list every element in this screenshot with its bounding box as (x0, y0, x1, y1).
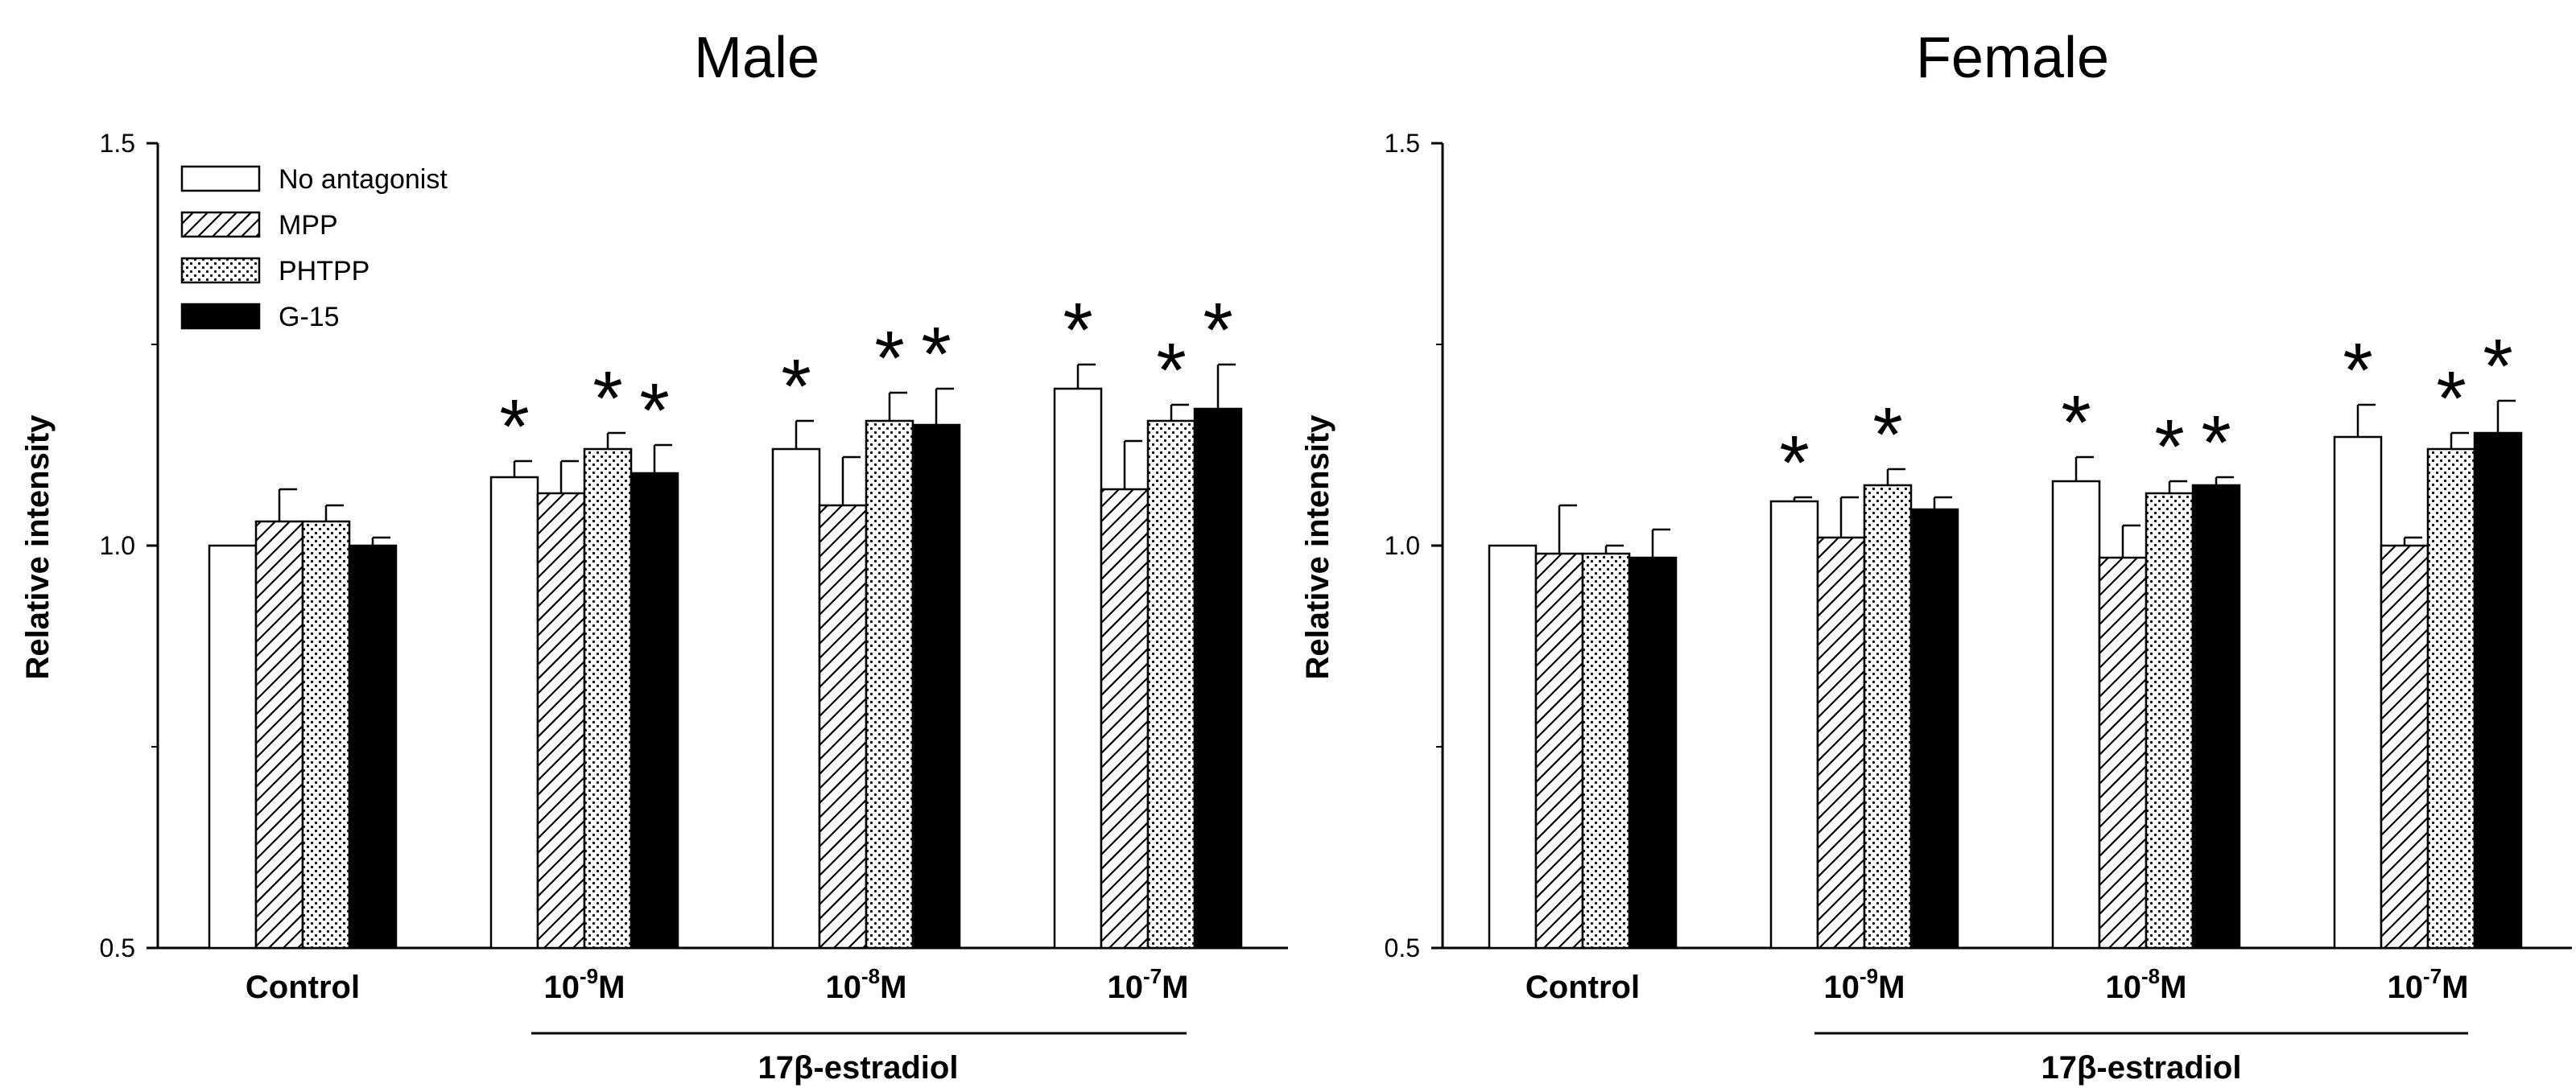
bar (536, 492, 586, 950)
x-category-label: Control (1525, 970, 1640, 1005)
bar (1100, 488, 1150, 950)
bar (301, 520, 351, 950)
significance-star: * (1779, 420, 1809, 506)
bar (2380, 544, 2429, 950)
x-category-label: 10-8M (826, 964, 907, 1005)
legend-label: MPP (279, 210, 338, 241)
female-treatment-label: 17β-estradiol (2041, 1050, 2242, 1086)
bar (818, 504, 868, 950)
bar (2098, 556, 2148, 950)
x-category-label: 10-9M (1824, 964, 1905, 1005)
bar (1581, 552, 1631, 950)
bar (254, 520, 304, 950)
legend-item-phtpp: PHTPP (180, 256, 369, 286)
significance-star: * (2154, 404, 2184, 490)
legend-swatch-black (180, 303, 261, 330)
bar (489, 476, 539, 950)
significance-star: * (2483, 323, 2512, 410)
bar (1816, 536, 1866, 950)
x-category-label: 10-7M (2388, 964, 2469, 1005)
significance-star: * (781, 344, 811, 430)
male-chart-title: Male (694, 26, 819, 90)
x-category-label: Control (246, 970, 360, 1005)
y-tick-label: 0.5 (1385, 933, 1420, 962)
significance-star: * (592, 356, 622, 442)
y-tick-label: 1.0 (100, 531, 135, 560)
legend-swatch-hatch (180, 211, 261, 238)
legend-swatch-white (180, 165, 261, 192)
female-axes: 0.5 1.0 1.5 Control 10-9M 10-8M 10-7M (1385, 129, 2572, 1005)
bar (1909, 508, 1959, 950)
bar (1769, 500, 1819, 950)
female-y-axis-label: Relative intensity (1300, 414, 1335, 680)
significance-star: * (499, 384, 529, 470)
significance-star: * (1156, 328, 1186, 414)
significance-star: * (1872, 392, 1902, 478)
bar (2051, 480, 2101, 950)
bar (1628, 556, 1678, 950)
male-bars: * *** * *** * (208, 287, 1243, 950)
bar (630, 472, 679, 950)
bar (2473, 431, 2523, 950)
female-bars: * *** **** (1488, 323, 2523, 950)
legend-item-mpp: MPP (180, 210, 338, 241)
male-panel: Male Relative intensity 0.5 1.0 1.5 Control… (20, 26, 1288, 1086)
legend-label: PHTPP (279, 256, 369, 286)
legend-label: No antagonist (279, 164, 448, 195)
bar (583, 447, 633, 950)
legend-item-g15: G-15 (180, 302, 340, 332)
significance-star: * (1203, 287, 1232, 373)
significance-star: * (921, 311, 951, 398)
bar (2333, 435, 2383, 950)
bar (1193, 407, 1243, 950)
x-category-label: 10-7M (1108, 964, 1189, 1005)
bar (2145, 492, 2194, 950)
significance-star: * (2061, 380, 2091, 466)
bar (865, 419, 914, 950)
bar (1488, 544, 1538, 950)
significance-star: * (1063, 287, 1092, 373)
significance-star: * (2201, 400, 2231, 486)
female-chart-title: Female (1916, 26, 2109, 90)
bar (771, 447, 821, 950)
male-y-axis-label: Relative intensity (20, 414, 56, 680)
legend-item-no-antagonist: No antagonist (180, 164, 448, 195)
female-panel: Female Relative intensity 0.5 1.0 1.5 Contr… (1300, 26, 2572, 1086)
bar (2426, 447, 2476, 950)
bar (1534, 552, 1584, 950)
male-treatment-label: 17β-estradiol (758, 1050, 959, 1086)
legend-swatch-dots (180, 257, 261, 284)
y-tick-label: 1.5 (1385, 129, 1420, 158)
significance-star: * (2436, 356, 2466, 442)
y-tick-label: 1.0 (1385, 531, 1420, 560)
y-tick-label: 1.5 (100, 129, 135, 158)
bar (2191, 484, 2241, 950)
significance-star: * (639, 368, 669, 454)
male-axes: 0.5 1.0 1.5 Control 10-9M 10-8M 10-7M (100, 129, 1288, 1005)
bar (1053, 387, 1103, 950)
bar (348, 544, 398, 950)
legend: No antagonist MPP PHTPP G-15 (180, 164, 448, 332)
significance-star: * (874, 315, 904, 402)
bar (1146, 419, 1196, 950)
bar (911, 423, 961, 950)
x-category-label: 10-8M (2106, 964, 2187, 1005)
y-tick-label: 0.5 (100, 933, 135, 962)
significance-star: * (2343, 328, 2372, 414)
bar (208, 544, 258, 950)
bar (1863, 484, 1913, 950)
legend-label: G-15 (279, 302, 340, 332)
x-category-label: 10-9M (544, 964, 625, 1005)
